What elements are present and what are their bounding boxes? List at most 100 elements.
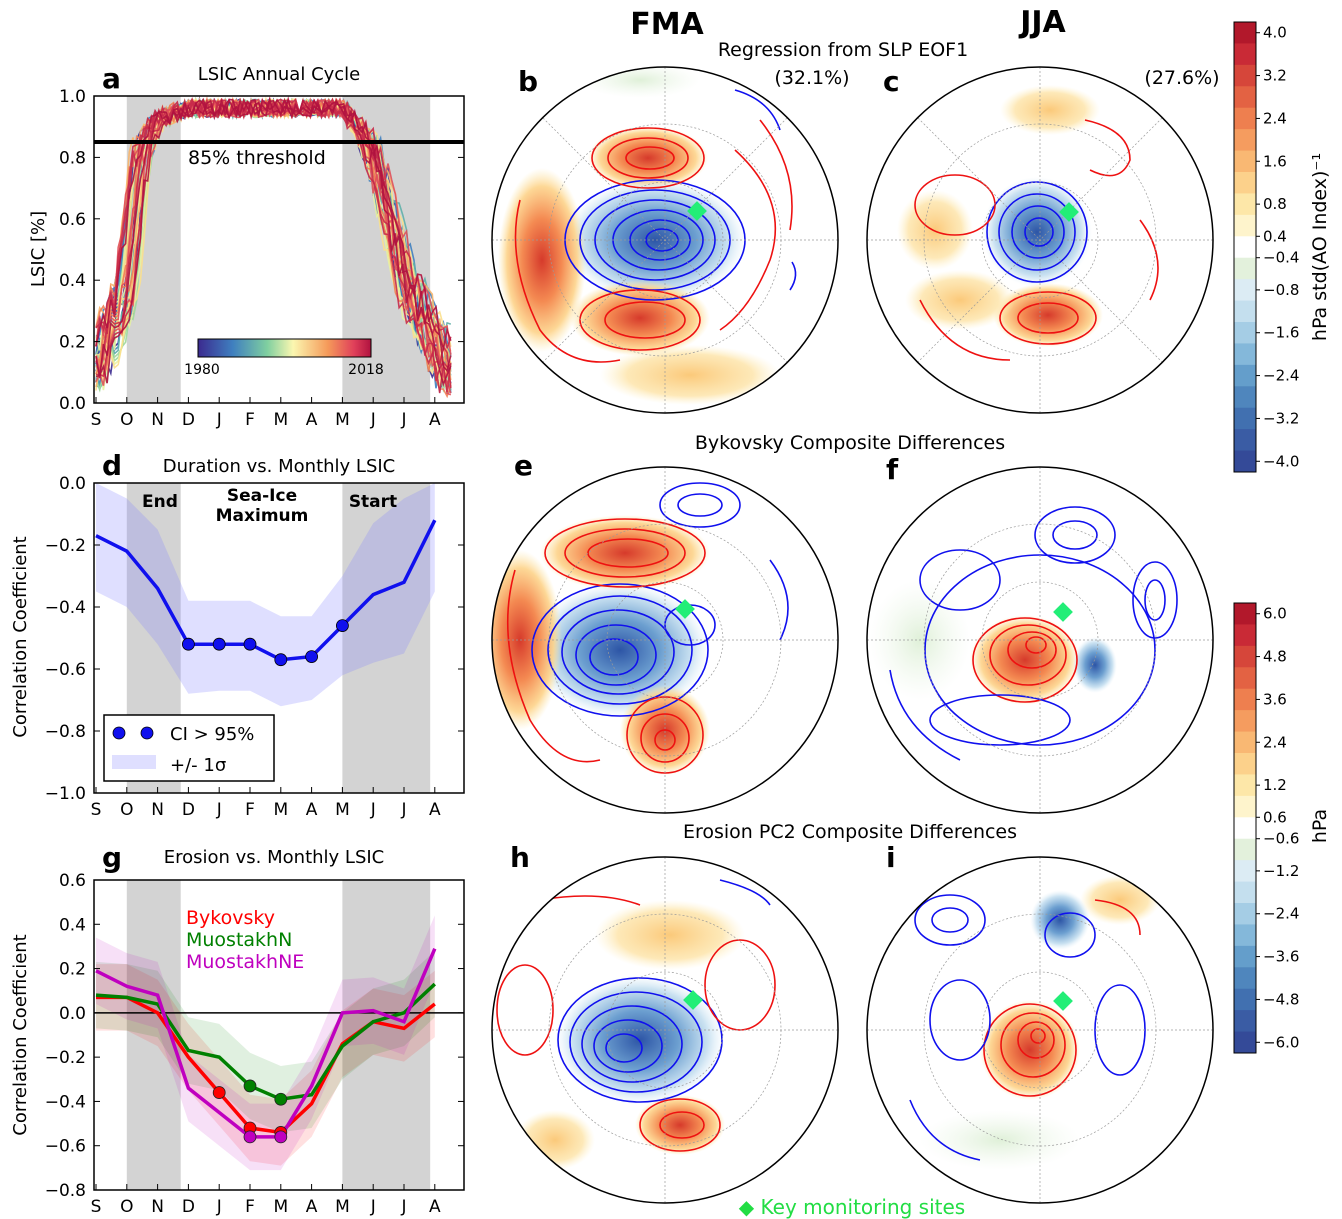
- colorbar-swatch: [1234, 710, 1256, 733]
- x-tick-label: D: [182, 1197, 195, 1217]
- colorbar-swatch: [1234, 64, 1256, 87]
- x-tick-label: A: [429, 1197, 441, 1217]
- y-tick-label: −0.6: [45, 1137, 86, 1157]
- colorbar-swatch: [1234, 667, 1256, 690]
- lsic-year-line: [95, 97, 452, 382]
- panel-label-h: h: [510, 841, 530, 874]
- threshold-label: 85% threshold: [188, 147, 326, 169]
- colorbar-tick-label: −2.4: [1263, 905, 1299, 923]
- legend: CI > 95% +/- 1σ: [103, 714, 275, 782]
- graticule: [867, 67, 1213, 413]
- x-tick-label: A: [429, 410, 441, 430]
- data-point: [181, 637, 195, 651]
- colorbar-tick-label: 2.4: [1263, 109, 1287, 127]
- colorbar-tick-label: 6.0: [1263, 605, 1287, 623]
- year-colorbar-end: 2018: [348, 362, 384, 378]
- colorbar-swatch: [1234, 731, 1256, 754]
- colorbar-swatch: [1234, 967, 1256, 990]
- y-tick-label: 0.0: [59, 1004, 86, 1024]
- x-tick-label: J: [400, 410, 406, 430]
- y-tick-label: 0.2: [59, 960, 86, 980]
- panel-label-d: d: [102, 449, 122, 482]
- y-tick-label: 0.0: [59, 474, 86, 494]
- colorbar-swatch: [1234, 43, 1256, 66]
- x-tick-label: M: [273, 800, 288, 820]
- year-colorbar: [197, 338, 372, 358]
- x-tick-label: J: [400, 800, 406, 820]
- colorbar-swatch: [1234, 860, 1256, 883]
- axes-frame: [93, 95, 465, 404]
- legend-sigma-swatch: [112, 755, 156, 769]
- key-site-marker: [1053, 602, 1073, 622]
- annotation-start: Start: [349, 492, 397, 512]
- colorbar-swatch: [1234, 795, 1256, 818]
- colorbar-swatch: [1234, 1010, 1256, 1033]
- y-tick-label: 0.6: [59, 871, 86, 891]
- y-tick-label: 0.4: [59, 271, 86, 291]
- lsic-year-line: [95, 97, 452, 394]
- map-b-fma-regression: [491, 66, 839, 414]
- colorbar-tick-label: 3.6: [1263, 690, 1287, 708]
- panel-label-i: i: [886, 841, 896, 874]
- x-tick-label: S: [91, 800, 102, 820]
- colorbar-tick-label: −1.6: [1263, 324, 1299, 342]
- x-tick-label: N: [151, 410, 164, 430]
- data-point: [335, 619, 349, 632]
- significant-points: [181, 619, 349, 667]
- colorbar-swatch: [1234, 753, 1256, 775]
- colorbar-swatch: [1234, 300, 1256, 323]
- x-tick-label: O: [120, 1197, 133, 1217]
- graticule: [867, 857, 1213, 1203]
- colorbar-swatch: [1234, 945, 1256, 968]
- y-tick-label: −1.0: [45, 784, 86, 804]
- colorbar-swatch: [1234, 86, 1256, 109]
- x-tick-label: N: [151, 1197, 164, 1217]
- colorbar-frame: [1233, 21, 1257, 473]
- colorbar-tick-label: 0.8: [1263, 195, 1287, 213]
- x-tick-label: O: [120, 410, 133, 430]
- annotation-end: End: [142, 492, 178, 512]
- colorbar-swatch: [1234, 172, 1256, 194]
- chart-title: Duration vs. Monthly LSIC: [163, 456, 396, 477]
- uncertainty-bands: [96, 915, 435, 1171]
- series-line-1: [95, 982, 436, 1102]
- colorbar-top-label: hPa std(AO Index)⁻¹: [1309, 153, 1331, 341]
- colorbar-swatch: [1234, 838, 1256, 861]
- data-point: [243, 1079, 257, 1093]
- colorbar-swatch: [1234, 107, 1256, 130]
- legend-ci: CI > 95%: [170, 724, 254, 745]
- colorbar-swatch: [1234, 22, 1256, 44]
- x-tick-label: M: [335, 1197, 350, 1217]
- colorbar-tick-label: −4.0: [1263, 452, 1299, 470]
- key-site-marker: [1053, 991, 1073, 1011]
- uncertainty-band-2: [96, 915, 435, 1171]
- data-point: [305, 650, 319, 663]
- uncertainty-band-0: [96, 964, 435, 1166]
- x-tick-label: F: [245, 800, 255, 820]
- sigma-band: [96, 483, 435, 707]
- x-tick-label: M: [335, 800, 350, 820]
- colorbar-bottom-label: hPa: [1309, 809, 1331, 843]
- panel-label-c: c: [883, 65, 900, 98]
- x-tick-label: J: [400, 1197, 406, 1217]
- map-i-jja-erosion: [866, 856, 1214, 1204]
- pct-fma: (32.1%): [774, 67, 849, 89]
- data-point: [274, 1092, 288, 1106]
- x-tick-label: M: [335, 410, 350, 430]
- y-tick-label: −0.6: [45, 660, 86, 680]
- gray-band-1: [342, 483, 431, 793]
- data-point: [243, 1130, 257, 1144]
- x-tick-label: J: [370, 800, 376, 820]
- colorbar-swatch: [1234, 450, 1256, 473]
- y-tick-label: 0.6: [59, 210, 86, 230]
- colorbar-tick-label: 0.6: [1263, 808, 1287, 826]
- x-tick-label: O: [120, 800, 133, 820]
- colorbar-tick-label: −2.4: [1263, 367, 1299, 385]
- annotation-sea-ice: Sea-Ice: [227, 486, 297, 506]
- series-lines: [95, 947, 437, 1139]
- significant-points: [212, 1079, 288, 1144]
- map-e-fma-bykovsky: [491, 466, 839, 814]
- key-site-marker: [683, 990, 703, 1010]
- axes-ticks: −0.8−0.6−0.4−0.20.00.20.40.6S O N D J F M A M J J A: [45, 871, 464, 1217]
